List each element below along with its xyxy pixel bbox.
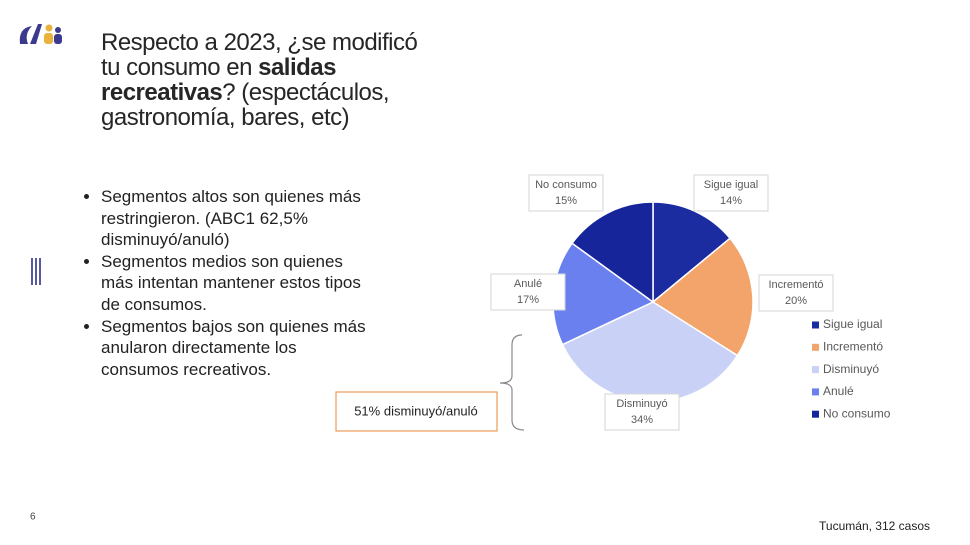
title-part: Respecto a 2023, ¿se modificó tu consumo… — [101, 29, 418, 81]
value-label: 17% — [517, 294, 539, 306]
slice-label: Incrementó — [768, 279, 823, 291]
footer: Tucumán, 312 casos — [819, 519, 930, 533]
slice-label: No consumo — [535, 179, 597, 191]
label-box — [604, 393, 680, 431]
slice-label: Sigue igual — [704, 179, 758, 191]
legend-swatch — [812, 343, 819, 351]
annotation-box — [335, 391, 498, 432]
bullet: Segmentos bajos son quienes más anularon… — [101, 316, 373, 381]
pie-slice — [571, 201, 654, 304]
label-box — [490, 273, 566, 311]
label-box — [693, 174, 769, 212]
title-part: salidas recreativas — [101, 54, 337, 106]
title-part: ? (espectáculos, gastronomía, bares, etc… — [101, 79, 390, 131]
label-box — [758, 274, 834, 312]
value-label: 15% — [555, 195, 577, 207]
legend-label: Disminuyó — [823, 362, 879, 376]
legend-label: Anulé — [823, 384, 854, 398]
annotation: 51% disminuyó/anuló — [354, 403, 478, 418]
legend-swatch — [812, 321, 819, 329]
legend-swatch — [812, 388, 819, 396]
bullet: Segmentos medios son quienes más intenta… — [101, 251, 373, 316]
side-bars — [31, 258, 41, 285]
bullet-list: Segmentos altos son quienes más restring… — [85, 186, 373, 380]
legend-label: Sigue igual — [823, 317, 882, 331]
title: Respecto a 2023, ¿se modificó tu consumo… — [101, 30, 431, 130]
page-number: 6 — [30, 512, 36, 523]
value-label: 14% — [720, 195, 742, 207]
label-box — [528, 174, 604, 212]
logo — [19, 24, 62, 44]
slice-label: Anulé — [514, 278, 542, 290]
value-label: 20% — [785, 295, 807, 307]
slice-label: Disminuyó — [616, 398, 667, 410]
legend-swatch — [812, 410, 819, 418]
legend-label: No consumo — [823, 406, 891, 420]
pie-slice — [651, 237, 754, 357]
pie-slice — [652, 201, 732, 304]
brace — [499, 334, 525, 431]
bullet: Segmentos altos son quienes más restring… — [101, 186, 373, 251]
legend-label: Incrementó — [823, 339, 883, 353]
value-label: 34% — [631, 414, 653, 426]
legend-swatch — [812, 366, 819, 374]
